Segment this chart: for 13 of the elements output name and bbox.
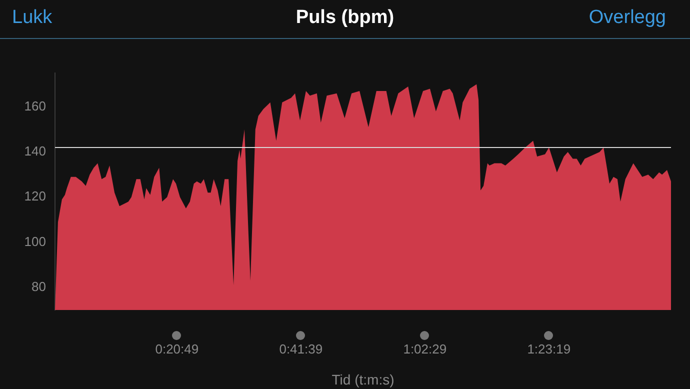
x-axis-title: Tid (t:m:s) — [332, 371, 394, 388]
x-tick-label: 0:20:49 — [155, 341, 199, 356]
y-tick-label: 100 — [24, 234, 46, 249]
text: Overlegg — [588, 7, 666, 29]
x-tick-label: 1:23:19 — [527, 341, 571, 356]
y-tick-label: 160 — [24, 98, 46, 114]
text: Lukk — [12, 7, 52, 29]
y-tick-label: 80 — [32, 279, 46, 294]
x-tick-label: 1:02:29 — [403, 341, 447, 356]
chart-title: Puls (bpm) — [296, 7, 394, 28]
y-tick-label: 140 — [24, 144, 46, 159]
x-tick-label: 0:41:39 — [279, 341, 323, 356]
y-tick-label: 120 — [24, 188, 46, 204]
